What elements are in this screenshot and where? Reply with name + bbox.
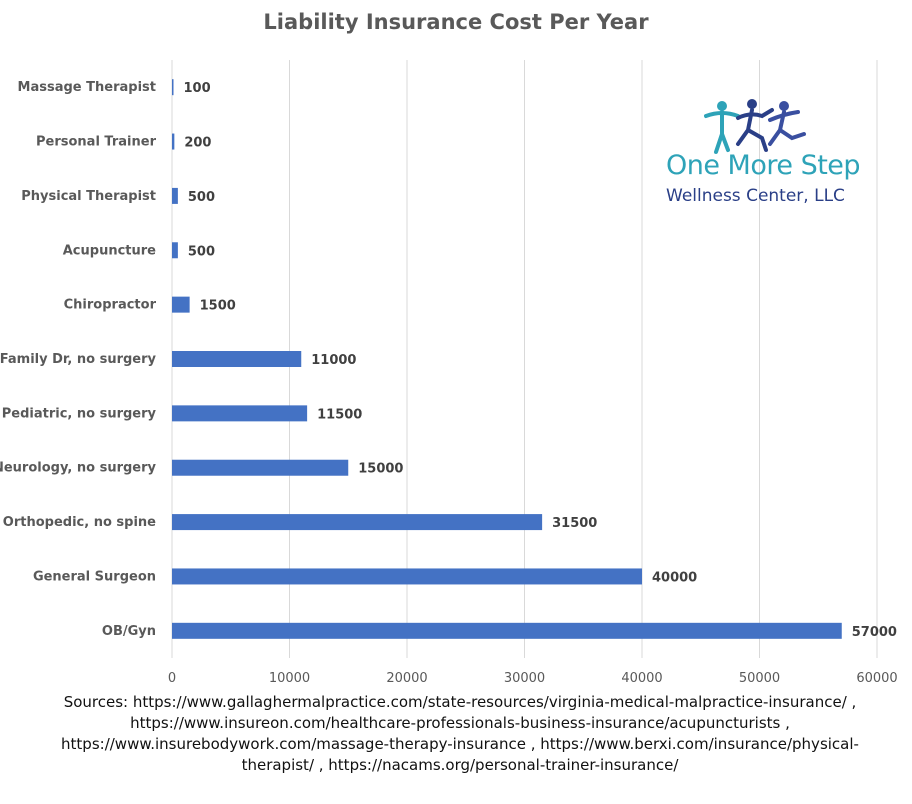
category-label-9: General Surgeon xyxy=(33,569,156,584)
category-label-4: Chiropractor xyxy=(64,298,157,313)
bar-8 xyxy=(172,514,543,531)
data-label-5: 11000 xyxy=(311,353,356,368)
data-label-2: 500 xyxy=(188,190,215,205)
x-tick-label-6: 60000 xyxy=(856,671,897,686)
data-label-8: 31500 xyxy=(552,516,597,531)
category-label-2: Physical Therapist xyxy=(21,189,156,204)
x-tick-label-3: 30000 xyxy=(504,671,545,686)
x-tick-label-4: 40000 xyxy=(621,671,662,686)
company-logo: One More Step Wellness Center, LLC xyxy=(660,98,861,213)
bar-9 xyxy=(172,568,642,585)
data-label-6: 11500 xyxy=(317,407,362,422)
data-label-1: 200 xyxy=(184,136,211,151)
bar-6 xyxy=(172,405,308,422)
x-tick-label-2: 20000 xyxy=(386,671,427,686)
data-label-7: 15000 xyxy=(358,462,403,477)
chart-title: Liability Insurance Cost Per Year xyxy=(263,10,649,34)
category-label-0: Massage Therapist xyxy=(18,80,156,95)
category-label-10: OB/Gyn xyxy=(102,624,156,639)
bar-2 xyxy=(172,187,178,204)
bar-1 xyxy=(172,133,175,150)
bar-0 xyxy=(172,79,174,96)
category-label-7: Neurology, no surgery xyxy=(0,461,157,476)
chart: Liability Insurance Cost Per Year 0 10000… xyxy=(0,10,898,686)
data-label-10: 57000 xyxy=(852,625,897,640)
category-label-3: Acupuncture xyxy=(63,243,156,258)
x-tick-label-1: 10000 xyxy=(269,671,310,686)
x-tick-label-5: 50000 xyxy=(739,671,780,686)
logo-subtitle: Wellness Center, LLC xyxy=(666,186,845,206)
category-label-5: Family Dr, no surgery xyxy=(0,352,157,367)
bar-3 xyxy=(172,242,178,259)
bar-7 xyxy=(172,459,349,476)
data-label-3: 500 xyxy=(188,244,215,259)
runners-logo-icon xyxy=(704,99,806,154)
category-label-6: Pediatric, no surgery xyxy=(2,406,157,421)
category-label-8: Orthopedic, no spine xyxy=(3,515,156,530)
bar-5 xyxy=(172,351,302,367)
bar-4 xyxy=(172,296,190,313)
logo-title: One More Step xyxy=(666,150,861,181)
chart-svg: 0 10000 20000 30000 40000 50000 60000 Massage T… xyxy=(0,60,898,686)
data-label-4: 1500 xyxy=(200,299,236,314)
category-label-1: Personal Trainer xyxy=(36,135,157,150)
data-label-9: 40000 xyxy=(652,570,697,585)
bar-10 xyxy=(172,622,842,639)
x-tick-label-0: 0 xyxy=(168,671,176,686)
data-label-0: 100 xyxy=(184,81,211,96)
sources-text: Sources: https://www.gallaghermalpractic… xyxy=(61,693,859,774)
